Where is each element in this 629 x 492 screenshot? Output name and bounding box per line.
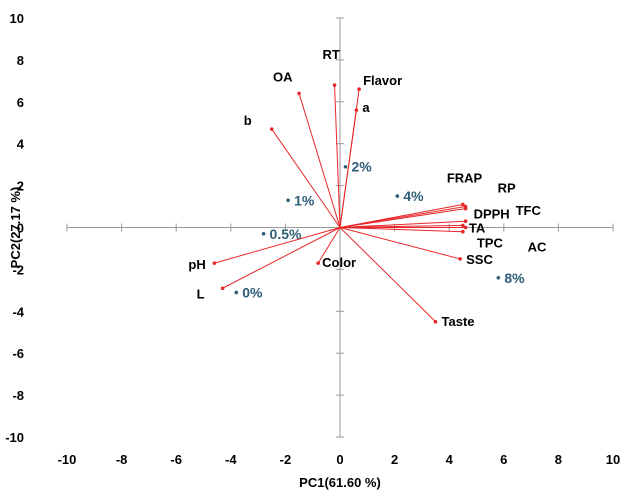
- score-point: [343, 164, 348, 169]
- y-tick-label: 0: [17, 221, 24, 236]
- loading-point-tpc: [461, 229, 465, 234]
- x-tick-label: -4: [225, 452, 237, 467]
- x-tick-label: 2: [391, 452, 398, 467]
- loading-point-b: [269, 127, 274, 131]
- loading-label-ph: pH: [188, 257, 205, 272]
- loading-point-tfc: [463, 219, 468, 224]
- loading-label-rt: RT: [323, 47, 340, 62]
- x-tick-label: 0: [336, 452, 343, 467]
- loading-vector-ssc: [339, 227, 461, 260]
- loading-point-rt: [332, 83, 337, 87]
- loading-point-dpph: [463, 206, 468, 211]
- loading-point-taste: [433, 319, 438, 324]
- y-tick-label: -4: [12, 304, 24, 319]
- loading-point-color: [316, 261, 320, 265]
- loading-point-ssc: [458, 257, 462, 261]
- loading-label-a: a: [362, 100, 370, 115]
- x-tick-label: 4: [446, 452, 454, 467]
- loading-point-frap: [461, 202, 465, 207]
- loading-point-a: [354, 108, 359, 112]
- loading-label-ta: TA: [469, 220, 486, 235]
- y-tick-label: -10: [5, 430, 24, 445]
- loading-point-flavor: [357, 87, 361, 92]
- score-point: [395, 194, 400, 198]
- y-tick-label: 4: [17, 137, 25, 152]
- loading-label-oa: OA: [273, 69, 293, 84]
- loading-point-ac: [463, 225, 468, 230]
- loading-label-b: b: [244, 113, 252, 128]
- x-tick-label: 10: [606, 452, 620, 467]
- loading-vector-ph: [214, 227, 341, 264]
- loading-vector-tfc: [339, 220, 466, 228]
- loading-point-ta: [461, 223, 465, 228]
- loading-vector-rt: [334, 85, 341, 228]
- loading-label-taste: Taste: [442, 314, 475, 329]
- y-tick-label: -6: [12, 346, 24, 361]
- score-point: [496, 275, 501, 280]
- loading-label-ac: AC: [528, 240, 547, 255]
- loading-label-flavor: Flavor: [363, 73, 402, 88]
- loading-label-dpph: DPPH: [474, 207, 510, 222]
- y-tick-label: -8: [12, 388, 24, 403]
- loading-label-frap: FRAP: [447, 170, 483, 185]
- loading-vector-color: [317, 227, 341, 264]
- loading-label-rp: RP: [498, 181, 516, 196]
- score-label: 0.5%: [270, 226, 302, 242]
- y-tick-label: 2: [17, 179, 24, 194]
- loading-label-color: Color: [322, 255, 356, 270]
- score-label: 8%: [504, 270, 525, 286]
- score-point: [286, 198, 290, 203]
- loading-point-l: [220, 286, 225, 291]
- loading-label-ssc: SSC: [466, 252, 493, 267]
- y-axis-ticks: -10 -8 -6 -4 -2 0 2 4 6 8 10: [5, 11, 344, 445]
- loading-point-ph: [212, 261, 217, 265]
- score-points: 0% 0.5% 1% 2% 4% 8%: [234, 159, 525, 300]
- loading-vector-l: [222, 227, 341, 289]
- y-tick-label: 8: [17, 53, 24, 68]
- score-label: 0%: [242, 284, 263, 300]
- score-point: [261, 231, 266, 236]
- loading-vector-b: [271, 128, 341, 228]
- y-tick-label: -2: [12, 262, 24, 277]
- x-tick-label: -2: [280, 452, 292, 467]
- score-point: [234, 290, 239, 295]
- x-tick-label: -10: [58, 452, 77, 467]
- score-label: 2%: [351, 159, 372, 175]
- x-axis-title: PC1(61.60 %): [299, 475, 381, 490]
- x-tick-label: 6: [500, 452, 507, 467]
- x-tick-label: -6: [170, 452, 182, 467]
- loading-vector-taste: [339, 227, 436, 323]
- loading-point-oa: [297, 91, 301, 96]
- score-label: 4%: [403, 188, 424, 204]
- x-axis-ticks: -10 -8 -6 -4 -2 0 2 4 6 8 10: [58, 223, 620, 467]
- loading-vector-oa: [298, 93, 341, 228]
- score-label: 1%: [294, 192, 315, 208]
- loading-label-tfc: TFC: [516, 203, 542, 218]
- loading-vector-tpc: [339, 227, 463, 233]
- loading-vector-a: [339, 110, 357, 228]
- loading-label-l: L: [197, 286, 205, 301]
- y-axis-title: PC2(27.17 %): [8, 187, 23, 269]
- x-tick-label: 8: [555, 452, 562, 467]
- y-tick-label: 10: [10, 11, 24, 26]
- loading-vector-dpph: [339, 208, 466, 228]
- loading-label-tpc: TPC: [477, 236, 504, 251]
- x-tick-label: -8: [116, 452, 128, 467]
- y-tick-label: 6: [17, 95, 24, 110]
